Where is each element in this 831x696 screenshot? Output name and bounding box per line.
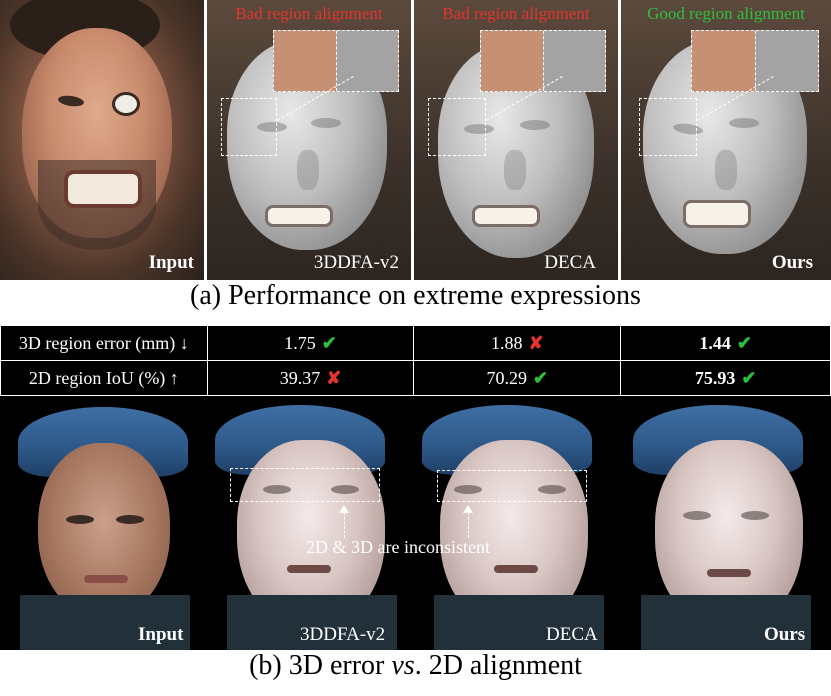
eye-region-box-3ddfa bbox=[230, 468, 380, 502]
table-row: 2D region IoU (%) ↑ 39.37 ✘ 70.29 ✔ 75.93 ✔ bbox=[0, 360, 831, 396]
shirt bbox=[20, 595, 190, 650]
caption-b-suffix: . 2D alignment bbox=[414, 650, 582, 681]
tile-label-3ddfa: 3DDFA-v2 bbox=[313, 252, 399, 273]
zoom-inset bbox=[273, 30, 399, 92]
metrics-table: 3D region error (mm) ↓ 1.75 ✔ 1.88 ✘ 1.44 ✔… bbox=[0, 325, 831, 396]
cell-value: 39.37 bbox=[279, 367, 321, 388]
panel-b-3ddfa-tile bbox=[207, 325, 414, 650]
tile-label-deca: DECA bbox=[544, 252, 596, 273]
table-row: 3D region error (mm) ↓ 1.75 ✔ 1.88 ✘ 1.44 ✔ bbox=[0, 325, 831, 361]
tile-label-ours: Ours bbox=[764, 624, 806, 645]
check-icon: ✔ bbox=[321, 332, 337, 353]
cell-deca-2d-iou: 70.29 ✔ bbox=[413, 360, 622, 396]
zoom-inset bbox=[480, 30, 606, 92]
cell-deca-3d-error: 1.88 ✘ bbox=[413, 325, 622, 361]
panel-a-3ddfa-tile: Bad region alignment 3DDFA-v2 bbox=[207, 0, 411, 280]
mouth bbox=[64, 170, 142, 208]
arrow-head-icon bbox=[463, 505, 473, 513]
cell-3ddfa-2d-iou: 39.37 ✘ bbox=[206, 360, 415, 396]
inconsistency-note: 2D & 3D are inconsistent bbox=[306, 537, 490, 557]
check-icon: ✔ bbox=[736, 332, 752, 353]
cell-value: 1.88 bbox=[491, 332, 523, 353]
mesh-right-eye bbox=[520, 120, 550, 130]
cell-ours-2d-iou: 75.93 ✔ bbox=[620, 360, 831, 396]
tile-label-input: Input bbox=[148, 252, 194, 273]
mesh-nose bbox=[297, 150, 319, 190]
tile-label-deca: DECA bbox=[546, 624, 598, 645]
row-label-2d-iou: 2D region IoU (%) ↑ bbox=[0, 360, 208, 396]
cell-3ddfa-3d-error: 1.75 ✔ bbox=[206, 325, 415, 361]
mesh-mouth bbox=[683, 200, 751, 228]
caption-b-prefix: (b) 3D error bbox=[249, 650, 392, 681]
cross-icon: ✘ bbox=[326, 367, 342, 388]
panel-b-deca-tile bbox=[414, 325, 621, 650]
check-icon: ✔ bbox=[741, 367, 757, 388]
panel-b-ours-tile bbox=[621, 325, 831, 650]
panel-a-image-row: Input Bad region alignment 3DDFA-v2 Bad … bbox=[0, 0, 831, 280]
mesh-left-eye bbox=[454, 485, 482, 494]
arrow-3ddfa bbox=[344, 512, 345, 538]
tile-label-ours: Ours bbox=[771, 252, 813, 273]
arrow-deca bbox=[468, 512, 469, 538]
right-eye bbox=[112, 92, 140, 116]
tile-label-3ddfa: 3DDFA-v2 bbox=[300, 624, 386, 645]
mesh-nose bbox=[715, 150, 737, 190]
mesh-left-eye bbox=[464, 124, 494, 134]
cell-ours-3d-error: 1.44 ✔ bbox=[620, 325, 831, 361]
shirt bbox=[641, 595, 811, 650]
cell-value: 1.75 bbox=[284, 332, 316, 353]
zoom-region-box bbox=[221, 98, 277, 156]
zoom-region-box bbox=[428, 98, 486, 156]
tile-title-3ddfa: Bad region alignment bbox=[235, 4, 383, 23]
cell-value: 1.44 bbox=[699, 332, 731, 353]
mesh-left-eye bbox=[257, 122, 287, 132]
right-eye bbox=[116, 515, 144, 524]
mesh-right-eye bbox=[729, 118, 759, 128]
shirt bbox=[434, 595, 604, 650]
mesh-right-eye bbox=[331, 485, 359, 494]
mesh-left-eye bbox=[263, 485, 291, 494]
cell-value: 70.29 bbox=[486, 367, 528, 388]
mouth bbox=[84, 575, 128, 583]
eye-region-box-deca bbox=[437, 470, 587, 502]
zoom-inset bbox=[691, 30, 819, 92]
mesh-nose bbox=[504, 150, 526, 190]
mesh-right-eye bbox=[538, 485, 566, 494]
face-photo bbox=[38, 443, 170, 618]
caption-b-italic: vs bbox=[391, 650, 415, 681]
mesh-mouth bbox=[287, 565, 331, 573]
panel-a-deca-tile: Bad region alignment DECA bbox=[414, 0, 618, 280]
panel-a-input-tile: Input bbox=[0, 0, 204, 280]
check-icon: ✔ bbox=[533, 367, 549, 388]
shirt bbox=[227, 595, 397, 650]
row-label-3d-error: 3D region error (mm) ↓ bbox=[0, 325, 208, 361]
mesh-left-eye bbox=[683, 511, 711, 520]
caption-a: (a) Performance on extreme expressions bbox=[190, 280, 641, 311]
tile-title-deca: Bad region alignment bbox=[442, 4, 590, 23]
mesh-mouth bbox=[265, 205, 333, 227]
panel-b: 3D region error (mm) ↓ 1.75 ✔ 1.88 ✘ 1.44 ✔… bbox=[0, 325, 831, 650]
cell-value: 75.93 bbox=[694, 367, 736, 388]
mesh-right-eye bbox=[311, 118, 341, 128]
panel-a-ours-tile: Good region alignment Ours bbox=[621, 0, 831, 280]
cross-icon: ✘ bbox=[528, 332, 544, 353]
mesh-right-eye bbox=[741, 511, 769, 520]
mesh-mouth bbox=[707, 569, 751, 577]
tile-label-input: Input bbox=[138, 624, 184, 645]
mesh-mouth bbox=[472, 205, 540, 227]
arrow-head-icon bbox=[339, 505, 349, 513]
panel-b-input-tile bbox=[0, 325, 207, 650]
left-eye bbox=[66, 515, 94, 524]
zoom-region-box bbox=[639, 98, 697, 156]
caption-b: (b) 3D error vs. 2D alignment bbox=[0, 650, 831, 682]
mesh-mouth bbox=[494, 565, 538, 573]
tile-title-ours: Good region alignment bbox=[647, 4, 805, 23]
